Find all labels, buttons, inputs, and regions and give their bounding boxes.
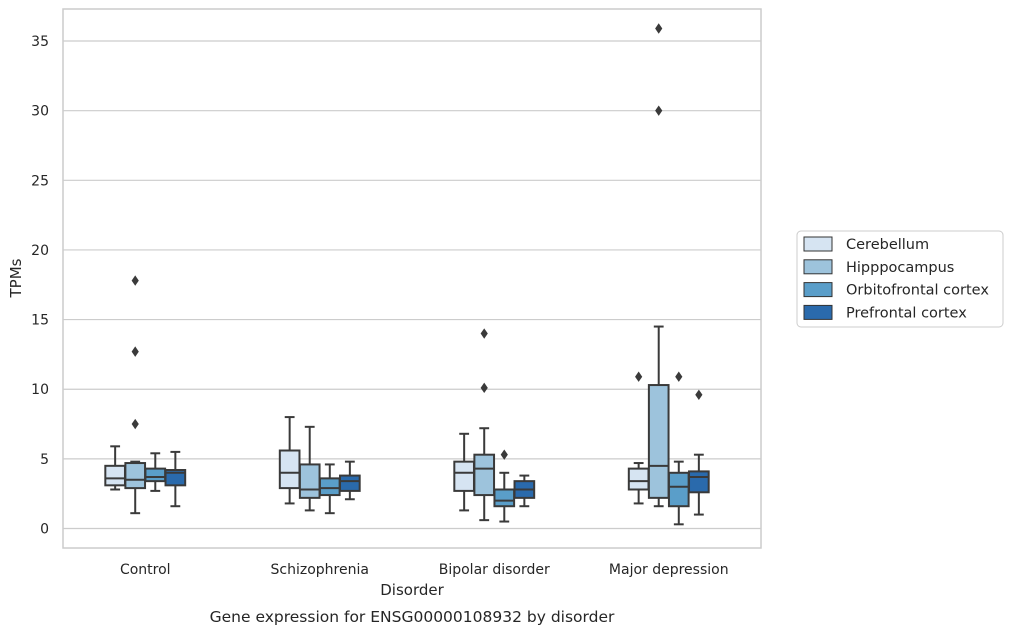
x-tick-label: Schizophrenia	[271, 562, 369, 578]
legend-label: Orbitofrontal cortex	[846, 283, 989, 299]
box-hipppocampus-2	[473, 328, 496, 522]
x-axis-label: Disorder	[380, 581, 444, 599]
box-body	[688, 470, 710, 494]
box-body	[278, 449, 301, 490]
y-axis-label: TPMs	[7, 258, 25, 298]
box-prefrontal-cortex-2	[513, 474, 536, 508]
y-tick-label: 10	[31, 382, 49, 398]
outlier-point	[480, 382, 488, 394]
y-tick-label: 30	[31, 104, 49, 120]
box-orbitofrontal-cortex-3	[667, 371, 690, 526]
box-body	[493, 488, 516, 508]
outlier-point	[675, 371, 683, 382]
box-body	[339, 474, 361, 492]
box-orbitofrontal-cortex-2	[493, 449, 516, 523]
y-tick-label: 0	[40, 522, 49, 538]
legend: Cerebellum Hipppocampus Orbitofrontal cort…	[796, 230, 1004, 328]
legend-swatch	[803, 282, 833, 298]
outlier-point	[131, 418, 139, 430]
box-prefrontal-cortex-1	[339, 460, 361, 501]
chart-caption: Gene expression for ENSG00000108932 by d…	[210, 608, 615, 626]
legend-swatch	[803, 236, 833, 252]
box-orbitofrontal-cortex-1	[318, 463, 341, 515]
outlier-point	[635, 371, 643, 382]
y-tick-label: 5	[40, 452, 49, 468]
x-tick-label: Bipolar disorder	[439, 562, 550, 578]
box-hipppocampus-3	[647, 23, 670, 508]
box-cerebellum-0	[104, 445, 126, 491]
box-body	[164, 469, 187, 487]
outlier-point	[131, 346, 139, 357]
box-body	[144, 467, 167, 483]
box-cerebellum-3	[627, 371, 650, 505]
box-body	[298, 463, 321, 499]
x-tick-label: Control	[120, 562, 171, 578]
y-tick-label: 35	[31, 34, 49, 50]
box-body	[647, 384, 670, 499]
legend-swatch	[803, 259, 833, 275]
box-body	[627, 467, 650, 491]
box-prefrontal-cortex-3	[688, 389, 710, 516]
outlier-point	[480, 328, 488, 339]
box-body	[124, 462, 147, 490]
grid-lines	[63, 40, 761, 530]
box-cerebellum-1	[278, 416, 301, 505]
x-tick-label: Major depression	[609, 562, 729, 578]
outlier-point	[655, 23, 663, 34]
box-cerebellum-2	[453, 432, 475, 512]
plot-frame	[62, 8, 762, 549]
outlier-point	[655, 105, 663, 116]
y-tick-label: 15	[31, 313, 49, 329]
box-body	[453, 460, 475, 492]
box-prefrontal-cortex-0	[164, 450, 187, 508]
box-layer	[104, 23, 710, 526]
y-tick-label: 25	[31, 173, 49, 189]
y-tick-labels: 0 5 10 15 20 25 30 35	[31, 34, 49, 537]
legend-swatch	[803, 304, 833, 320]
legend-label: Cerebellum	[846, 237, 929, 253]
outlier-point	[500, 449, 508, 460]
outlier-point	[695, 389, 703, 400]
box-hipppocampus-1	[298, 425, 321, 512]
box-hipppocampus-0	[124, 275, 147, 515]
x-tick-labels: Control Schizophrenia Bipolar disorder Majo…	[120, 562, 729, 578]
legend-frame	[796, 230, 1004, 328]
legend-label: Prefrontal cortex	[846, 305, 967, 321]
box-body	[318, 477, 341, 497]
box-body	[667, 471, 690, 508]
y-tick-label: 20	[31, 243, 49, 259]
box-body	[473, 453, 496, 497]
outlier-point	[131, 275, 139, 286]
legend-label: Hipppocampus	[846, 260, 954, 276]
box-body	[104, 464, 126, 487]
